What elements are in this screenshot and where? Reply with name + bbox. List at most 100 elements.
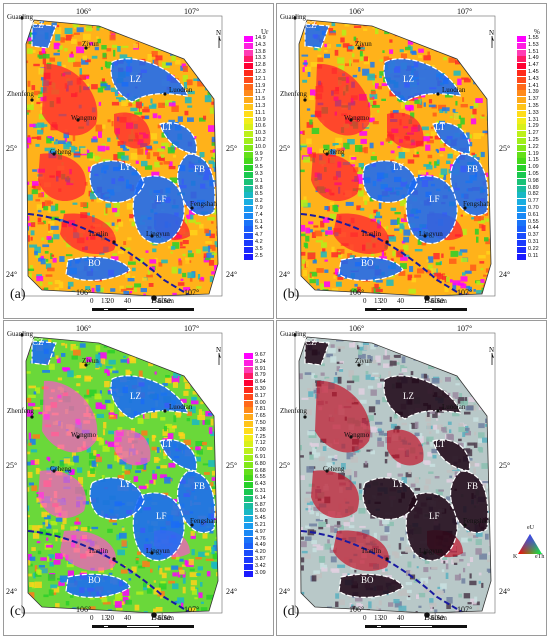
raster-cell: [448, 356, 451, 360]
raster-cell: [215, 75, 218, 80]
raster-cell: [326, 43, 331, 49]
raster-cell: [379, 520, 384, 526]
raster-cell: [178, 268, 182, 274]
raster-cell: [339, 360, 344, 364]
legend-row: 8.2: [244, 198, 273, 206]
svg-text:N: N: [489, 346, 494, 354]
raster-cell: [377, 109, 380, 113]
legend-swatch: [244, 489, 253, 495]
raster-cell: [313, 375, 318, 378]
raster-cell: [423, 580, 426, 585]
raster-cell: [360, 138, 367, 144]
raster-cell: [388, 236, 397, 242]
raster-cell: [112, 522, 118, 526]
raster-cell: [64, 27, 73, 34]
raster-cell: [29, 272, 32, 278]
low-anomaly-area: [363, 160, 417, 203]
raster-cell: [190, 40, 193, 44]
raster-cell: [120, 359, 127, 363]
raster-cell: [489, 549, 491, 553]
raster-cell: [489, 47, 491, 52]
raster-cell: [390, 344, 398, 350]
map-d: [293, 332, 496, 618]
raster-cell: [423, 378, 430, 382]
raster-cell: [471, 48, 479, 52]
raster-cell: [219, 123, 225, 127]
raster-cell: [174, 412, 181, 418]
zone-boundary: [110, 58, 189, 103]
raster-cell: [151, 354, 156, 361]
raster-cell: [27, 92, 33, 96]
raster-cell: [38, 565, 45, 568]
raster-cell: [138, 28, 143, 31]
raster-cell: [446, 362, 454, 368]
raster-cell: [437, 350, 442, 356]
scale-bar: 0 13 20 40 60km: [363, 614, 535, 633]
fault-line: [300, 213, 478, 296]
raster-cell: [369, 197, 374, 202]
north-arrow-icon: N: [216, 346, 221, 365]
raster-cell: [350, 514, 355, 522]
raster-cell: [182, 75, 188, 82]
raster-cell: [164, 99, 173, 106]
raster-cell: [309, 509, 315, 515]
raster-cell: [209, 276, 214, 283]
raster-cell: [182, 272, 187, 278]
raster-cell: [205, 63, 209, 66]
raster-cell: [370, 156, 377, 161]
raster-cell: [446, 470, 454, 473]
raster-cell: [376, 211, 381, 218]
raster-cell: [385, 138, 390, 142]
zone-label-lt: LT: [435, 439, 446, 449]
place-label-guanling: Guanling: [280, 330, 307, 338]
raster-cell: [473, 417, 479, 422]
raster-cell: [147, 54, 152, 61]
raster-cell: [182, 615, 186, 619]
raster-cell: [478, 399, 482, 405]
raster-cell: [489, 120, 491, 125]
raster-cell: [152, 473, 157, 480]
raster-cell: [220, 531, 226, 536]
raster-cell: [490, 82, 491, 88]
raster-cell: [427, 51, 430, 56]
raster-cell: [178, 615, 184, 618]
raster-cell: [446, 276, 450, 283]
raster-cell: [123, 247, 131, 251]
raster-cell: [172, 242, 180, 249]
study-area-outline: [25, 19, 219, 297]
raster-cell: [401, 349, 407, 352]
place-label-zhenfeng: Zhenfeng: [7, 407, 34, 415]
legend-row: 10.3: [244, 130, 273, 138]
place-label-lingyun: Lingyun: [146, 230, 170, 238]
low-anomaly-area: [133, 492, 185, 561]
raster-cell: [312, 544, 321, 547]
raster-cell: [349, 602, 353, 610]
high-anomaly-area: [315, 380, 371, 453]
raster-cell: [190, 214, 194, 221]
legend-swatch: [244, 387, 253, 393]
raster-cell: [307, 430, 315, 436]
raster-cell: [314, 337, 318, 343]
legend-swatch: [517, 165, 526, 172]
scale-bar-segment: [365, 308, 376, 311]
raster-cell: [341, 154, 345, 157]
raster-cell: [100, 23, 105, 30]
legend-value: 8.00: [255, 399, 266, 406]
legend-swatch: [244, 199, 253, 206]
raster-cell: [176, 20, 180, 27]
raster-cell: [452, 108, 456, 113]
raster-cell: [468, 396, 475, 402]
city-marker-ziyun: [357, 46, 361, 50]
raster-cell: [86, 74, 90, 78]
raster-cell: [73, 61, 81, 67]
raster-cell: [53, 560, 61, 565]
raster-cell: [100, 404, 106, 410]
legend-row: 14.9: [244, 35, 273, 42]
raster-cell: [219, 186, 224, 189]
raster-cell: [41, 237, 45, 241]
raster-cell: [374, 431, 377, 436]
raster-cell: [414, 477, 419, 484]
raster-cell: [389, 360, 397, 366]
legend-value: 0.31: [528, 239, 539, 245]
raster-cell: [69, 141, 72, 146]
